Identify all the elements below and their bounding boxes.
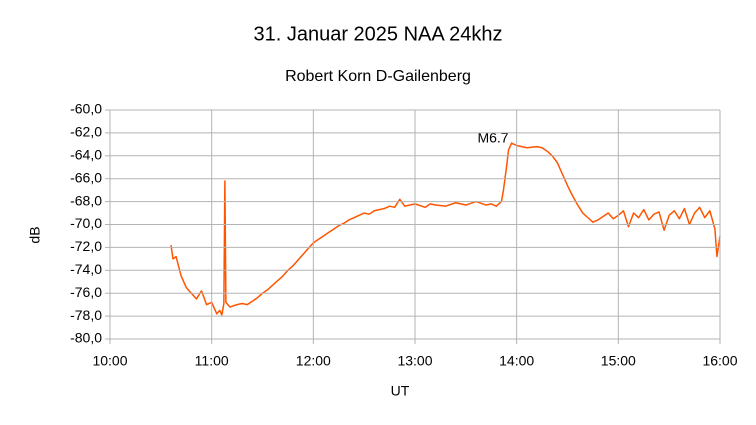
y-tick-label: -64,0 [70,147,102,163]
x-tick-label: 10:00 [92,353,127,369]
y-axis-label: dB [27,226,43,243]
y-tick-label: -68,0 [70,192,102,208]
y-tick-label: -62,0 [70,124,102,140]
y-tick-label: -74,0 [70,261,102,277]
data-line [170,142,721,316]
y-tick-label: -76,0 [70,284,102,300]
x-tick-label: 15:00 [601,353,636,369]
y-tick-label: -70,0 [70,215,102,231]
x-tick-label: 12:00 [296,353,331,369]
x-tick-label: 11:00 [195,353,229,369]
x-tick-label: 16:00 [702,353,737,369]
x-axis-label: UT [391,383,410,399]
y-tick-label: -80,0 [70,330,102,346]
chart-subtitle: Robert Korn D-Gailenberg [285,68,471,85]
y-tick-label: -72,0 [70,238,102,254]
y-tick-label: -60,0 [70,101,102,117]
x-tick-label: 13:00 [397,353,432,369]
chart-title: 31. Januar 2025 NAA 24khz [253,23,502,45]
x-tick-label: 14:00 [499,353,534,369]
y-tick-label: -78,0 [70,307,102,323]
y-tick-label: -66,0 [70,169,102,185]
annotation: M6.7 [477,130,508,146]
